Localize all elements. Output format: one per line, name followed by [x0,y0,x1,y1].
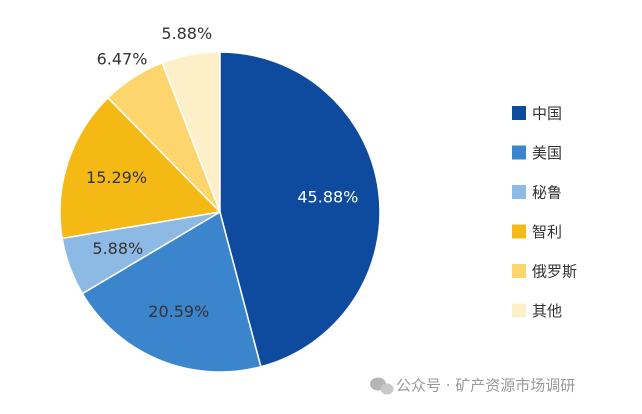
data-label: 5.88% [161,24,212,43]
data-label: 20.59% [148,302,209,321]
legend-swatch [512,145,526,160]
legend-label: 秘鲁 [532,184,562,202]
pie-slice [59,96,222,240]
legend-label: 美国 [532,144,562,162]
legend-swatch [512,106,526,120]
legend-swatch [512,264,526,278]
watermark-icon [370,377,394,395]
data-label: 45.88% [297,187,358,206]
data-label: 15.29% [86,168,147,187]
legend-swatch [512,303,526,318]
legend-label: 其他 [532,302,562,320]
data-label: 6.47% [97,50,148,69]
legend-label: 智利 [532,223,562,241]
legend-label: 中国 [532,105,562,123]
legend-swatch [512,185,526,199]
legend-label: 俄罗斯 [532,263,577,281]
pie-slice [219,51,381,368]
legend-swatch [512,224,526,239]
pie-slice [81,210,262,373]
watermark: 公众号 · 矿产资源市场调研 [396,377,575,395]
data-label: 5.88% [92,239,143,258]
